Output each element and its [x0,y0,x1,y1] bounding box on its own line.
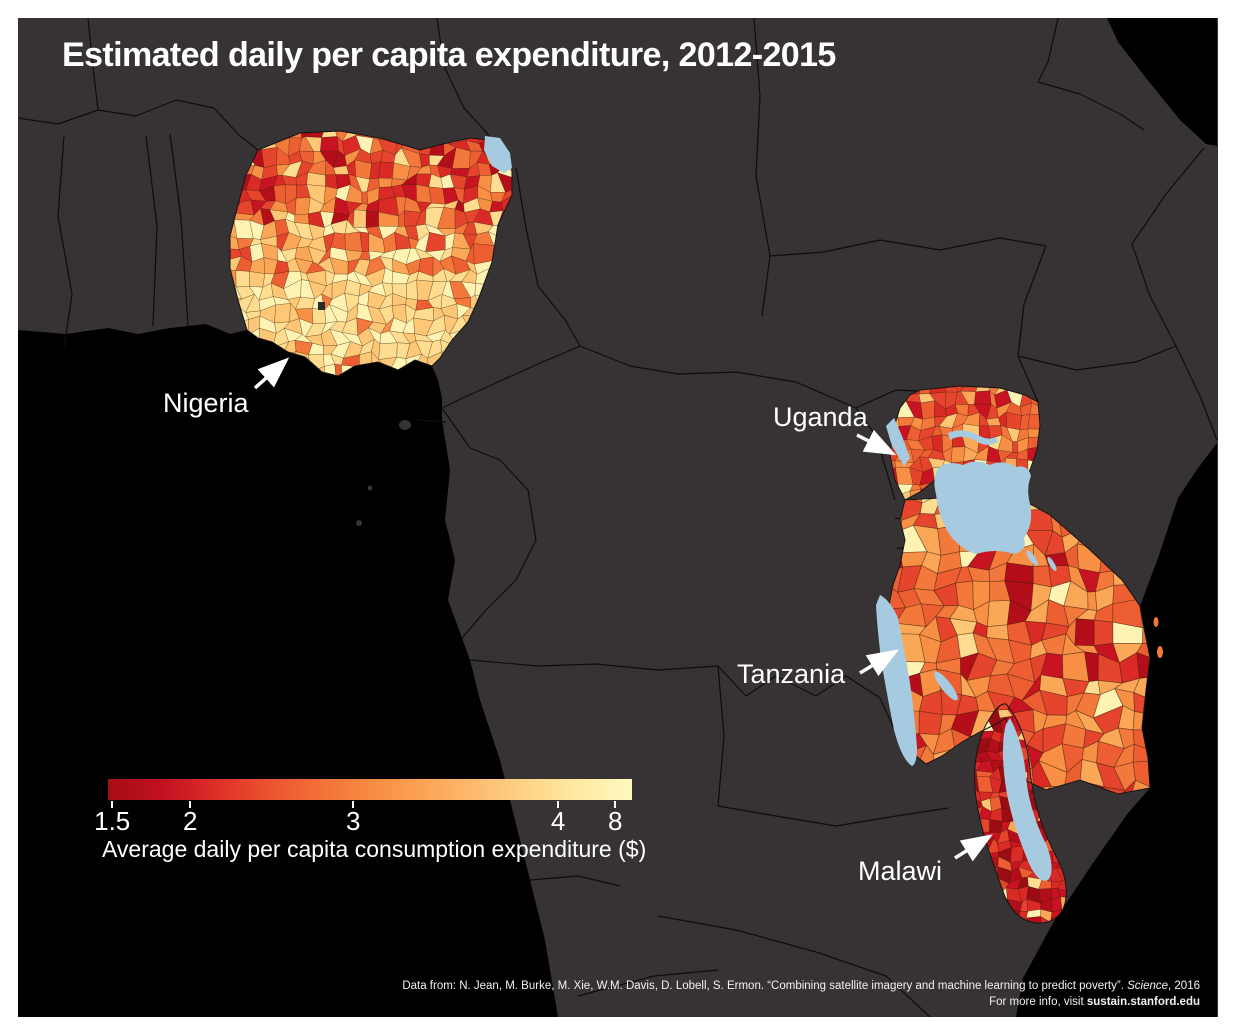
nigeria-arrow [253,357,290,390]
legend-tick-mark [352,801,355,808]
atlantic-ocean [18,324,558,1017]
red-sea [1107,18,1217,146]
legend-tick-label: 8 [607,806,623,836]
map-title: Estimated daily per capita expenditure, … [62,36,836,74]
legend-tick-mark [189,801,192,808]
lake-chad [484,136,512,173]
sao-tome-island [356,520,362,526]
nigeria-label: Nigeria [163,388,249,418]
lake-malawi [1003,718,1052,881]
zanzibar-islands [1153,617,1163,658]
lake-kyoga [948,430,998,445]
malawi-arrow [954,834,993,862]
color-scale-legend: 1.5 2 3 4 8 Average daily per capita consump… [94,779,647,862]
legend-tick-mark [614,801,617,808]
legend-tick-label: 2 [183,806,198,836]
credit-site-url: sustain.stanford.edu [1086,996,1200,1008]
uganda-arrow [856,429,897,456]
africa-map-canvas [18,18,1218,1017]
label-arrows [253,357,993,862]
legend-tick-label: 3 [345,806,361,836]
map-panel [18,18,1218,1017]
uganda-label: Uganda [773,402,868,432]
credit-line-2: For more info, visit sustain.stanford.ed… [989,996,1200,1008]
journal-name: Science [1127,980,1169,992]
lake-tanganyika [876,595,917,766]
tanzania-arrow [859,649,899,677]
credit-line-1: Data from: N. Jean, M. Burke, M. Xie, W.… [402,980,1200,992]
indian-ocean [1016,443,1217,1017]
lake-rukwa [934,671,958,701]
legend-gradient-bar [108,779,632,800]
legend-tick-label: 1.5 [94,806,131,836]
bioko-island [399,420,411,430]
legend-tick-mark [557,801,560,808]
lake-eyasi [1026,550,1038,566]
lakes [484,136,1057,881]
legend-caption: Average daily per capita consumption exp… [102,836,647,862]
lake-manyara [1047,556,1057,572]
lake-victoria [934,461,1032,554]
credits: Data from: N. Jean, M. Burke, M. Xie, W.… [402,978,1200,1010]
legend-tick-mark [111,801,114,808]
tanzania-label: Tanzania [737,659,846,689]
malawi-label: Malawi [858,856,943,886]
legend-tick-label: 4 [550,806,566,836]
country-borders [18,18,1218,1017]
principe-island [367,485,373,491]
